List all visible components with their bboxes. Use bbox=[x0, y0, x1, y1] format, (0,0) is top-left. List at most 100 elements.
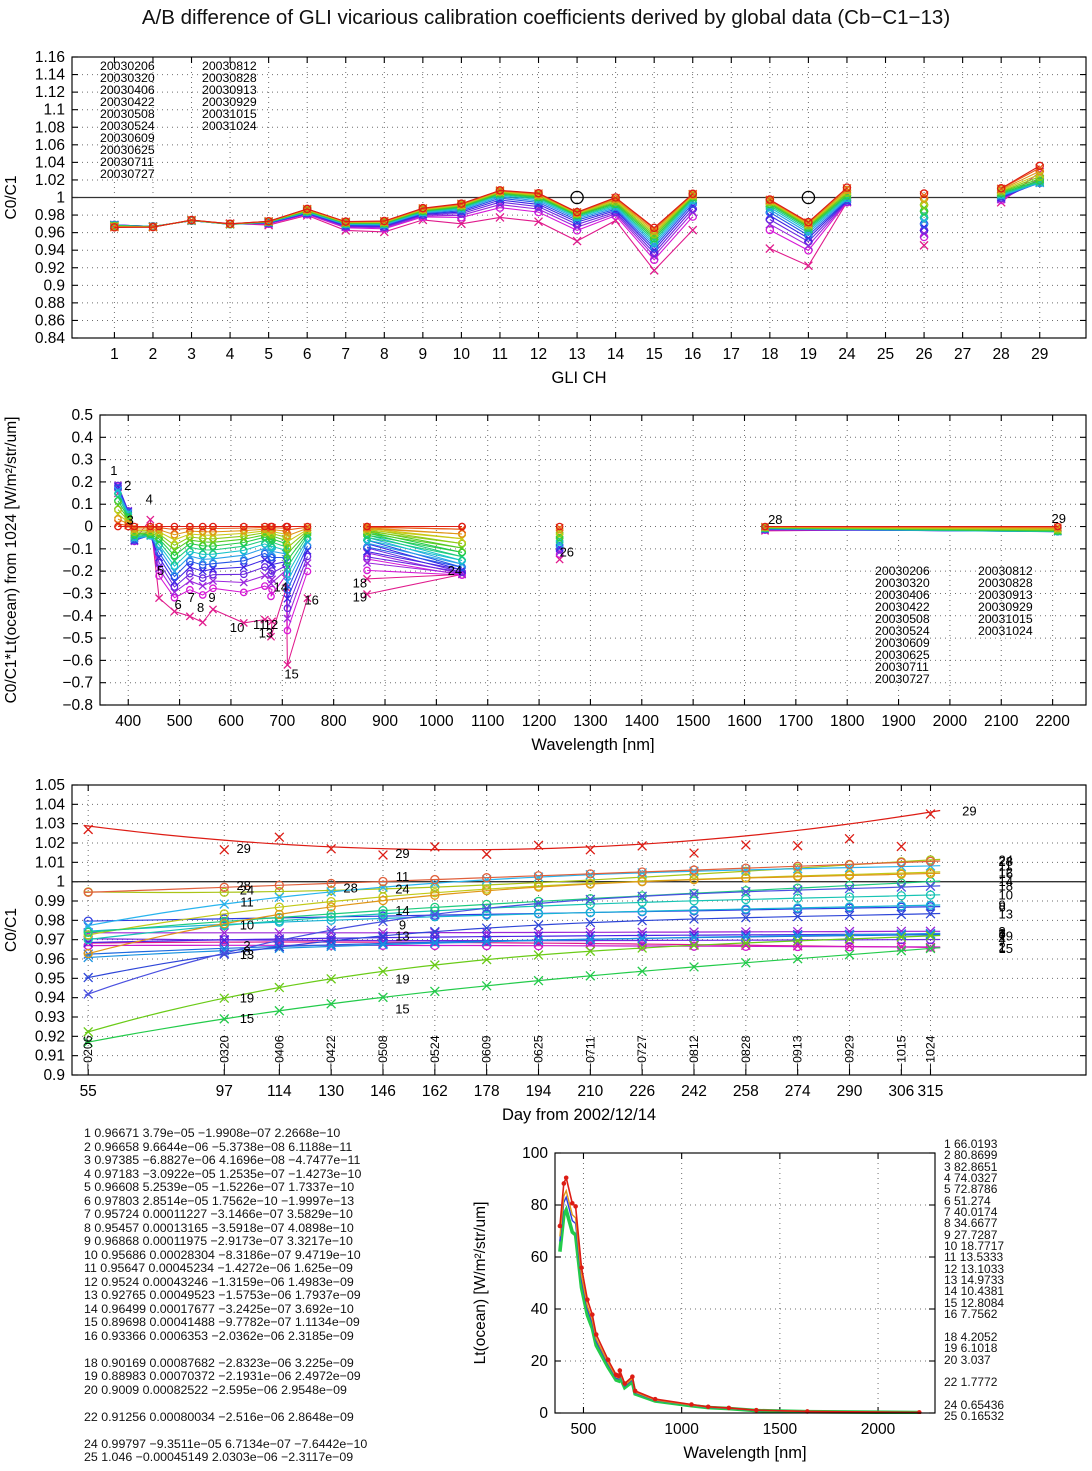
svg-text:0.4: 0.4 bbox=[71, 429, 93, 446]
svg-text:0.96: 0.96 bbox=[35, 225, 65, 242]
panel4-lt-ocean-spectrum-chart: 500 1000 1500 2000 0 20 40 60 80 100 Wavelength [n… bbox=[472, 1145, 936, 1462]
svg-text:400: 400 bbox=[115, 713, 141, 730]
svg-text:0.94: 0.94 bbox=[35, 990, 66, 1007]
svg-text:258: 258 bbox=[733, 1083, 759, 1100]
svg-text:11: 11 bbox=[999, 858, 1013, 873]
svg-text:Lt(ocean) [W/m²/str/um]: Lt(ocean) [W/m²/str/um] bbox=[472, 1202, 489, 1365]
svg-text:19: 19 bbox=[395, 971, 409, 986]
legend-date-20031015: 20031015 bbox=[978, 612, 1033, 626]
svg-text:14: 14 bbox=[607, 346, 625, 363]
svg-text:12: 12 bbox=[264, 617, 278, 632]
channel-fit-coefficients-list: 1 0.96671 3.79e−05 −1.9908e−07 2.2668e−1… bbox=[84, 1126, 368, 1464]
svg-text:0.93: 0.93 bbox=[35, 1009, 65, 1026]
svg-text:0.96: 0.96 bbox=[35, 951, 65, 968]
svg-text:0.94: 0.94 bbox=[35, 242, 66, 259]
svg-text:0.92: 0.92 bbox=[35, 1028, 65, 1045]
svg-text:1.08: 1.08 bbox=[35, 119, 65, 136]
svg-text:C0/C1*Lt(ocean) from 1024 [W/m: C0/C1*Lt(ocean) from 1024 [W/m²/str/um] bbox=[3, 417, 20, 704]
legend-date-20030609: 20030609 bbox=[875, 636, 930, 650]
svg-text:−0625: −0625 bbox=[532, 1035, 546, 1070]
svg-text:178: 178 bbox=[474, 1083, 500, 1100]
svg-text:0.2: 0.2 bbox=[71, 474, 93, 491]
svg-text:1: 1 bbox=[56, 874, 65, 891]
svg-text:28: 28 bbox=[768, 512, 782, 527]
svg-text:−0524: −0524 bbox=[428, 1035, 442, 1070]
svg-text:8: 8 bbox=[380, 346, 389, 363]
svg-text:0.91: 0.91 bbox=[35, 1048, 65, 1065]
svg-text:14: 14 bbox=[274, 580, 288, 595]
svg-text:2000: 2000 bbox=[861, 1421, 896, 1438]
svg-text:−0.5: −0.5 bbox=[62, 630, 93, 647]
legend-date-20030609: 20030609 bbox=[100, 131, 155, 145]
legend-date-20030812: 20030812 bbox=[978, 564, 1033, 578]
svg-text:16: 16 bbox=[999, 866, 1013, 881]
svg-text:GLI CH: GLI CH bbox=[551, 369, 606, 387]
svg-text:27: 27 bbox=[954, 346, 971, 363]
svg-text:29: 29 bbox=[1031, 346, 1048, 363]
svg-text:0.97: 0.97 bbox=[35, 932, 65, 949]
legend-date-20030422: 20030422 bbox=[100, 95, 155, 109]
legend-date-20030320: 20030320 bbox=[100, 71, 155, 85]
svg-text:25: 25 bbox=[877, 346, 894, 363]
svg-text:24: 24 bbox=[838, 346, 856, 363]
svg-text:80: 80 bbox=[531, 1197, 549, 1214]
svg-text:6: 6 bbox=[174, 597, 181, 612]
legend-date-20030406: 20030406 bbox=[100, 83, 155, 97]
svg-text:15: 15 bbox=[999, 941, 1013, 956]
svg-text:0.98: 0.98 bbox=[35, 912, 65, 929]
svg-text:2: 2 bbox=[124, 478, 131, 493]
svg-text:4: 4 bbox=[999, 932, 1006, 947]
svg-text:13: 13 bbox=[568, 346, 585, 363]
svg-text:1000: 1000 bbox=[419, 713, 454, 730]
svg-text:−0609: −0609 bbox=[480, 1035, 494, 1070]
legend-date-20030812: 20030812 bbox=[202, 59, 257, 73]
legend-date-20030929: 20030929 bbox=[202, 95, 257, 109]
svg-text:−0.4: −0.4 bbox=[62, 608, 93, 625]
svg-text:4: 4 bbox=[146, 492, 153, 507]
svg-text:10: 10 bbox=[240, 917, 254, 932]
svg-text:1.05: 1.05 bbox=[35, 777, 65, 794]
svg-text:1.1: 1.1 bbox=[43, 102, 65, 119]
svg-text:5: 5 bbox=[999, 926, 1006, 941]
svg-text:7: 7 bbox=[999, 927, 1006, 942]
svg-text:24: 24 bbox=[395, 882, 409, 897]
svg-text:306: 306 bbox=[888, 1083, 914, 1100]
svg-text:−0929: −0929 bbox=[843, 1035, 857, 1070]
svg-text:−0.3: −0.3 bbox=[62, 585, 93, 602]
svg-text:28: 28 bbox=[993, 346, 1010, 363]
svg-text:500: 500 bbox=[571, 1421, 597, 1438]
svg-text:−0206: −0206 bbox=[81, 1035, 95, 1070]
svg-text:290: 290 bbox=[837, 1083, 863, 1100]
svg-text:−1015: −1015 bbox=[894, 1035, 908, 1070]
svg-text:5: 5 bbox=[157, 563, 164, 578]
svg-text:900: 900 bbox=[372, 713, 398, 730]
svg-text:274: 274 bbox=[785, 1083, 811, 1100]
svg-text:2200: 2200 bbox=[1035, 713, 1070, 730]
legend-date-20030625: 20030625 bbox=[875, 648, 930, 662]
svg-text:13: 13 bbox=[999, 906, 1013, 921]
svg-text:1600: 1600 bbox=[727, 713, 762, 730]
legend-date-20030711: 20030711 bbox=[875, 660, 929, 674]
svg-text:14: 14 bbox=[999, 874, 1013, 889]
legend-date-20030913: 20030913 bbox=[978, 588, 1033, 602]
svg-text:1500: 1500 bbox=[676, 713, 711, 730]
svg-text:0.3: 0.3 bbox=[71, 452, 93, 469]
svg-text:242: 242 bbox=[681, 1083, 707, 1100]
legend-date-20030727: 20030727 bbox=[100, 167, 155, 181]
svg-text:4: 4 bbox=[226, 346, 235, 363]
svg-text:0: 0 bbox=[84, 519, 93, 536]
svg-text:1.02: 1.02 bbox=[35, 835, 65, 852]
svg-text:100: 100 bbox=[522, 1145, 548, 1162]
svg-text:15: 15 bbox=[395, 1002, 409, 1017]
svg-text:9: 9 bbox=[208, 590, 215, 605]
svg-text:14: 14 bbox=[395, 903, 409, 918]
svg-text:1.02: 1.02 bbox=[35, 172, 65, 189]
svg-text:8: 8 bbox=[999, 926, 1006, 941]
svg-text:Day from 2002/12/14: Day from 2002/12/14 bbox=[502, 1106, 656, 1124]
svg-text:0: 0 bbox=[539, 1405, 548, 1422]
svg-text:97: 97 bbox=[216, 1083, 233, 1100]
svg-text:1.01: 1.01 bbox=[35, 854, 65, 871]
svg-text:0.84: 0.84 bbox=[35, 330, 66, 347]
svg-text:13: 13 bbox=[395, 928, 409, 943]
